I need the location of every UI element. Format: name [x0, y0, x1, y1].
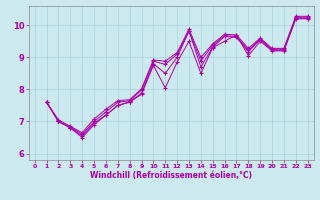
X-axis label: Windchill (Refroidissement éolien,°C): Windchill (Refroidissement éolien,°C): [90, 171, 252, 180]
